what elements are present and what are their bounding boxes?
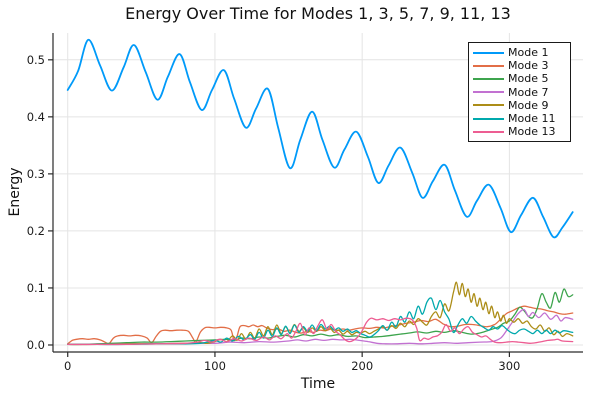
legend-label: Mode 5: [508, 72, 549, 86]
chart-title: Energy Over Time for Modes 1, 3, 5, 7, 9…: [125, 4, 511, 23]
legend-line-sample: [473, 117, 504, 120]
legend-entry-mode-11: Mode 11: [473, 112, 566, 125]
y-tick-label: 0.2: [27, 224, 45, 238]
y-tick-label: 0.5: [27, 53, 45, 67]
x-tick-label: 0: [64, 359, 71, 373]
x-tick-label: 300: [498, 359, 520, 373]
series-line-mode-5: [67, 288, 574, 346]
legend-line-sample: [473, 104, 504, 107]
x-tick-label: 100: [204, 359, 226, 373]
legend-label: Mode 7: [508, 85, 549, 99]
legend-line-sample: [473, 77, 504, 80]
legend-entry-mode-5: Mode 5: [473, 72, 566, 85]
y-tick-label: 0.0: [27, 338, 45, 352]
legend-line-sample: [473, 91, 504, 94]
series-line-mode-11: [67, 297, 574, 346]
legend-entry-mode-7: Mode 7: [473, 86, 566, 99]
legend-label: Mode 13: [508, 125, 556, 139]
y-axis-label: Energy: [7, 167, 23, 217]
legend-label: Mode 3: [508, 59, 549, 73]
y-tick-label: 0.4: [27, 110, 45, 124]
legend-line-sample: [473, 51, 504, 54]
legend-entry-mode-1: Mode 1: [473, 46, 566, 59]
legend: Mode 1 Mode 3 Mode 5 Mode 7 Mode 9 Mode 11 Mod…: [468, 42, 571, 143]
series-line-mode-13: [67, 317, 574, 346]
legend-label: Mode 1: [508, 46, 549, 60]
series-line-mode-1: [66, 38, 574, 239]
y-tick-label: 0.3: [27, 167, 45, 181]
legend-entry-mode-13: Mode 13: [473, 125, 566, 138]
legend-entry-mode-3: Mode 3: [473, 59, 566, 72]
x-axis-label: Time: [300, 376, 336, 392]
legend-label: Mode 9: [508, 98, 549, 112]
y-tick-label: 0.1: [27, 281, 45, 295]
legend-line-sample: [473, 64, 504, 67]
series-line-mode-9: [67, 281, 574, 346]
legend-line-sample: [473, 130, 504, 133]
legend-entry-mode-9: Mode 9: [473, 99, 566, 112]
x-tick-label: 200: [351, 359, 373, 373]
legend-label: Mode 11: [508, 112, 556, 126]
series-line-mode-7: [67, 308, 574, 346]
